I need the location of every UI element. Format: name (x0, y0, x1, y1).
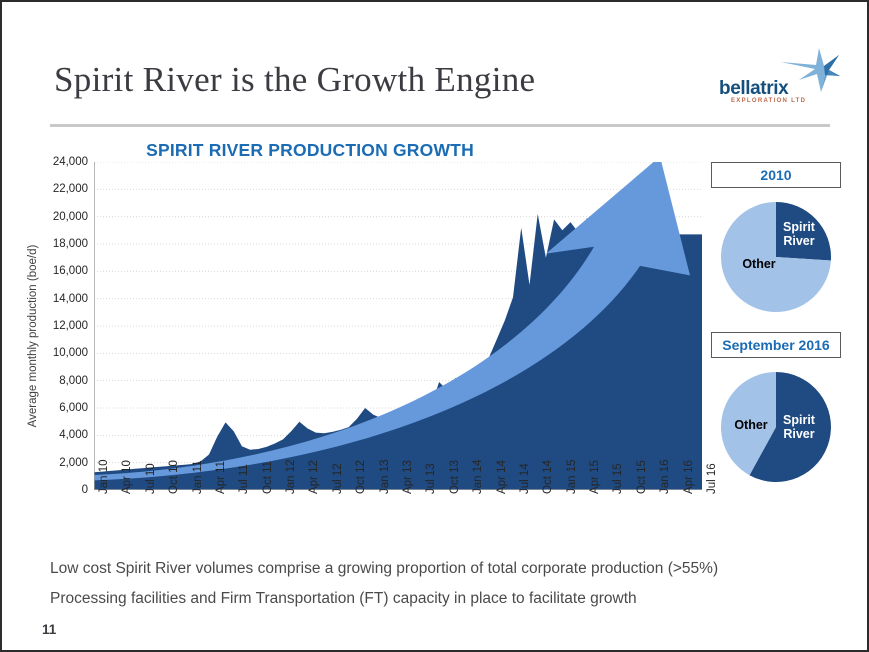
production-area (94, 189, 702, 490)
x-tick-label: Jan 13 (378, 459, 391, 494)
bullet-2: Processing facilities and Firm Transport… (50, 590, 637, 607)
x-tick-label: Apr 13 (402, 460, 414, 494)
x-tick-label: Oct 13 (448, 460, 461, 494)
x-axis-ticks: Jan 10 Apr 10 Jul 10 Oct 10 Jan 11 Apr 11 Jul … (94, 459, 718, 552)
x-tick-label: Jul 15 (612, 463, 625, 494)
x-tick-label: Oct 12 (355, 460, 368, 494)
x-tick-label: Jan 14 (472, 459, 485, 494)
x-tick-label: Apr 14 (495, 460, 508, 494)
chart-plot-area (94, 162, 702, 490)
y-tick-label: 24,000 (52, 156, 88, 168)
x-tick-label: Apr 16 (682, 460, 695, 494)
y-tick-label: 6,000 (59, 402, 88, 414)
page-number: 11 (42, 622, 57, 637)
y-tick-label: 0 (81, 484, 88, 496)
y-axis-ticks: 0 2,000 4,000 6,000 8,000 10,000 12,000 14,000 1… (30, 140, 88, 552)
pie-slice (720, 372, 776, 476)
x-tick-label: Jan 12 (285, 459, 298, 494)
page-title: Spirit River is the Growth Engine (54, 60, 536, 99)
x-tick-label: Jul 10 (144, 463, 157, 494)
x-tick-label: Oct 15 (635, 460, 648, 494)
pie-2010-label: 2010 (711, 162, 841, 188)
x-tick-label: Jan 10 (98, 459, 110, 494)
pie-slice (749, 372, 831, 482)
x-tick-label: Apr 10 (121, 460, 134, 494)
x-tick-label: Jul 12 (331, 463, 344, 494)
chart-title: SPIRIT RIVER PRODUCTION GROWTH (146, 140, 474, 160)
pie-slice (720, 202, 831, 312)
logo-wordmark: bellatrix (719, 78, 789, 99)
pie-sept-2016-label: September 2016 (711, 332, 841, 358)
y-tick-label: 12,000 (52, 320, 88, 332)
bellatrix-logo: bellatrix EXPLORATION LTD (717, 48, 840, 112)
star-icon (781, 48, 840, 92)
x-tick-label: Apr 12 (308, 460, 321, 494)
x-tick-label: Jul 11 (238, 464, 251, 494)
pie-sept-2016-graphic: Spirit River Other (720, 372, 831, 482)
bullet-1: Low cost Spirit River volumes comprise a… (50, 560, 719, 577)
x-tick-label: Jan 16 (659, 459, 672, 494)
header-divider (50, 124, 830, 127)
pie-svg (720, 202, 831, 312)
production-chart: SPIRIT RIVER PRODUCTION GROWTH Average m… (27, 140, 718, 552)
x-tick-label: Apr 11 (214, 460, 227, 494)
y-tick-label: 2,000 (59, 456, 88, 469)
x-tick-label: Oct 14 (542, 460, 555, 494)
pie-slice-label: Other (742, 257, 776, 271)
y-tick-label: 22,000 (52, 183, 88, 196)
y-tick-label: 18,000 (52, 238, 88, 250)
y-tick-label: 20,000 (52, 210, 88, 223)
y-tick-label: 10,000 (52, 347, 88, 360)
pie-svg (720, 372, 831, 482)
pie-slice-label: Spirit River (783, 413, 815, 441)
x-tick-label: Oct 11 (261, 460, 274, 494)
y-tick-label: 14,000 (52, 292, 88, 305)
y-tick-label: 4,000 (59, 429, 88, 442)
growth-arrow (94, 162, 690, 481)
x-tick-label: Jan 15 (565, 459, 578, 494)
pie-chart-sept-2016: September 2016 Spirit River Other (711, 332, 841, 482)
pie-slice-label: Other (734, 418, 768, 432)
pie-slice-label: Spirit River (783, 220, 815, 248)
chart-svg (94, 162, 702, 490)
x-tick-label: Apr 15 (589, 460, 602, 494)
y-tick-label: 16,000 (52, 265, 88, 278)
logo-tagline: EXPLORATION LTD (731, 98, 807, 104)
pie-2010-graphic: Spirit River Other (720, 202, 831, 312)
pie-chart-2010: 2010 Spirit River Other (711, 162, 841, 312)
x-tick-label: Oct 10 (168, 460, 181, 494)
x-tick-label: Jan 11 (191, 460, 204, 494)
x-tick-label: Jul 14 (518, 463, 531, 494)
x-tick-label: Jul 13 (425, 463, 438, 494)
pie-slice (776, 202, 831, 261)
y-tick-label: 8,000 (59, 374, 88, 387)
